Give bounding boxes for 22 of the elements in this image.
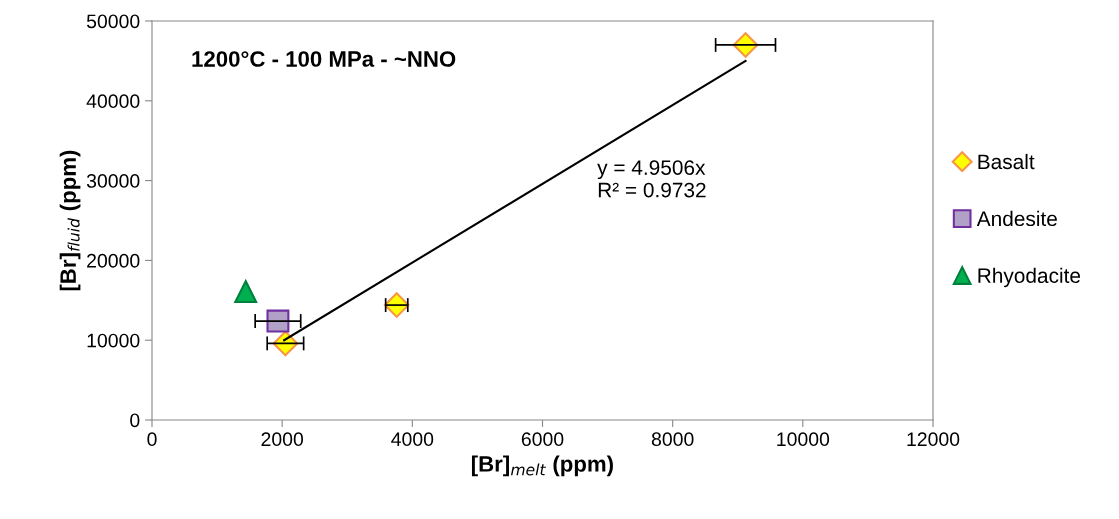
y-tick-label: 0	[130, 413, 140, 428]
y-tick-label: 50000	[86, 14, 140, 29]
point	[266, 309, 290, 333]
annotation: y = 4.9506x R² = 0.9732	[597, 160, 706, 198]
x-tick-label: 12000	[907, 432, 960, 447]
point	[234, 280, 258, 303]
legend-label: Rhyodacite	[978, 267, 1081, 288]
y-tick-label: 30000	[86, 174, 140, 188]
x-tick-label: 2000	[261, 432, 304, 447]
annotation: 1200°C - 100 MPa - ~NNO	[192, 51, 456, 67]
x-axis-title: [Br]$_{melt}$ (ppm)	[471, 455, 613, 477]
x-tick-label: 4000	[391, 432, 434, 447]
x-tick-label: 6000	[521, 432, 564, 447]
x-tick-label: 0	[147, 432, 157, 447]
y-tick-label: 40000	[86, 94, 140, 109]
y-tick-label: 20000	[87, 253, 140, 268]
legend-label: Basalt	[978, 153, 1035, 170]
legend-label: Andesite	[976, 210, 1057, 227]
y-tick-label: 10000	[87, 333, 140, 348]
x-tick-label: 10000	[777, 432, 830, 447]
x-tick-label: 8000	[651, 432, 694, 447]
y-axis-title: [Br]$_{fluid}$ (ppm)	[59, 150, 81, 291]
